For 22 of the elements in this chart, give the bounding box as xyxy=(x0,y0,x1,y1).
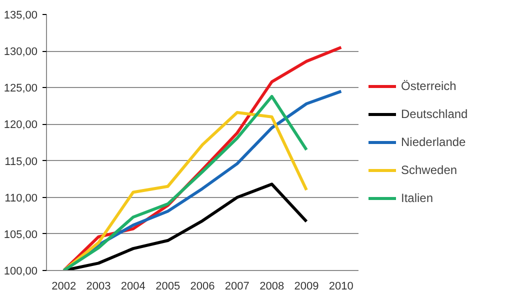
x-tick-label: 2008 xyxy=(260,280,284,292)
y-tick-label: 100,00 xyxy=(4,266,38,278)
legend-label: Schweden xyxy=(401,163,458,177)
x-tick-label: 2004 xyxy=(120,280,146,292)
y-tick-label: 135,00 xyxy=(4,10,38,22)
y-tick-label: 120,00 xyxy=(4,119,38,132)
x-tick-label: 2009 xyxy=(294,280,319,292)
y-tick-label: 110,00 xyxy=(4,192,38,204)
x-tick-label: 2007 xyxy=(224,280,250,292)
legend-label: Österreich xyxy=(401,79,456,93)
x-tick-label: 2006 xyxy=(190,280,215,292)
legend-label: Niederlande xyxy=(401,135,466,149)
legend-label: Italien xyxy=(401,191,434,205)
x-tick-label: 2003 xyxy=(86,280,111,292)
x-tick-label: 2002 xyxy=(52,280,76,292)
legend-label: Deutschland xyxy=(401,107,468,121)
y-tick-label: 105,00 xyxy=(4,228,38,241)
x-tick-label: 2005 xyxy=(156,280,180,292)
y-tick-label: 115,00 xyxy=(4,156,38,168)
x-tick-label: 2010 xyxy=(328,280,354,292)
y-tick-label: 130,00 xyxy=(4,46,38,58)
y-tick-label: 125,00 xyxy=(4,82,38,95)
